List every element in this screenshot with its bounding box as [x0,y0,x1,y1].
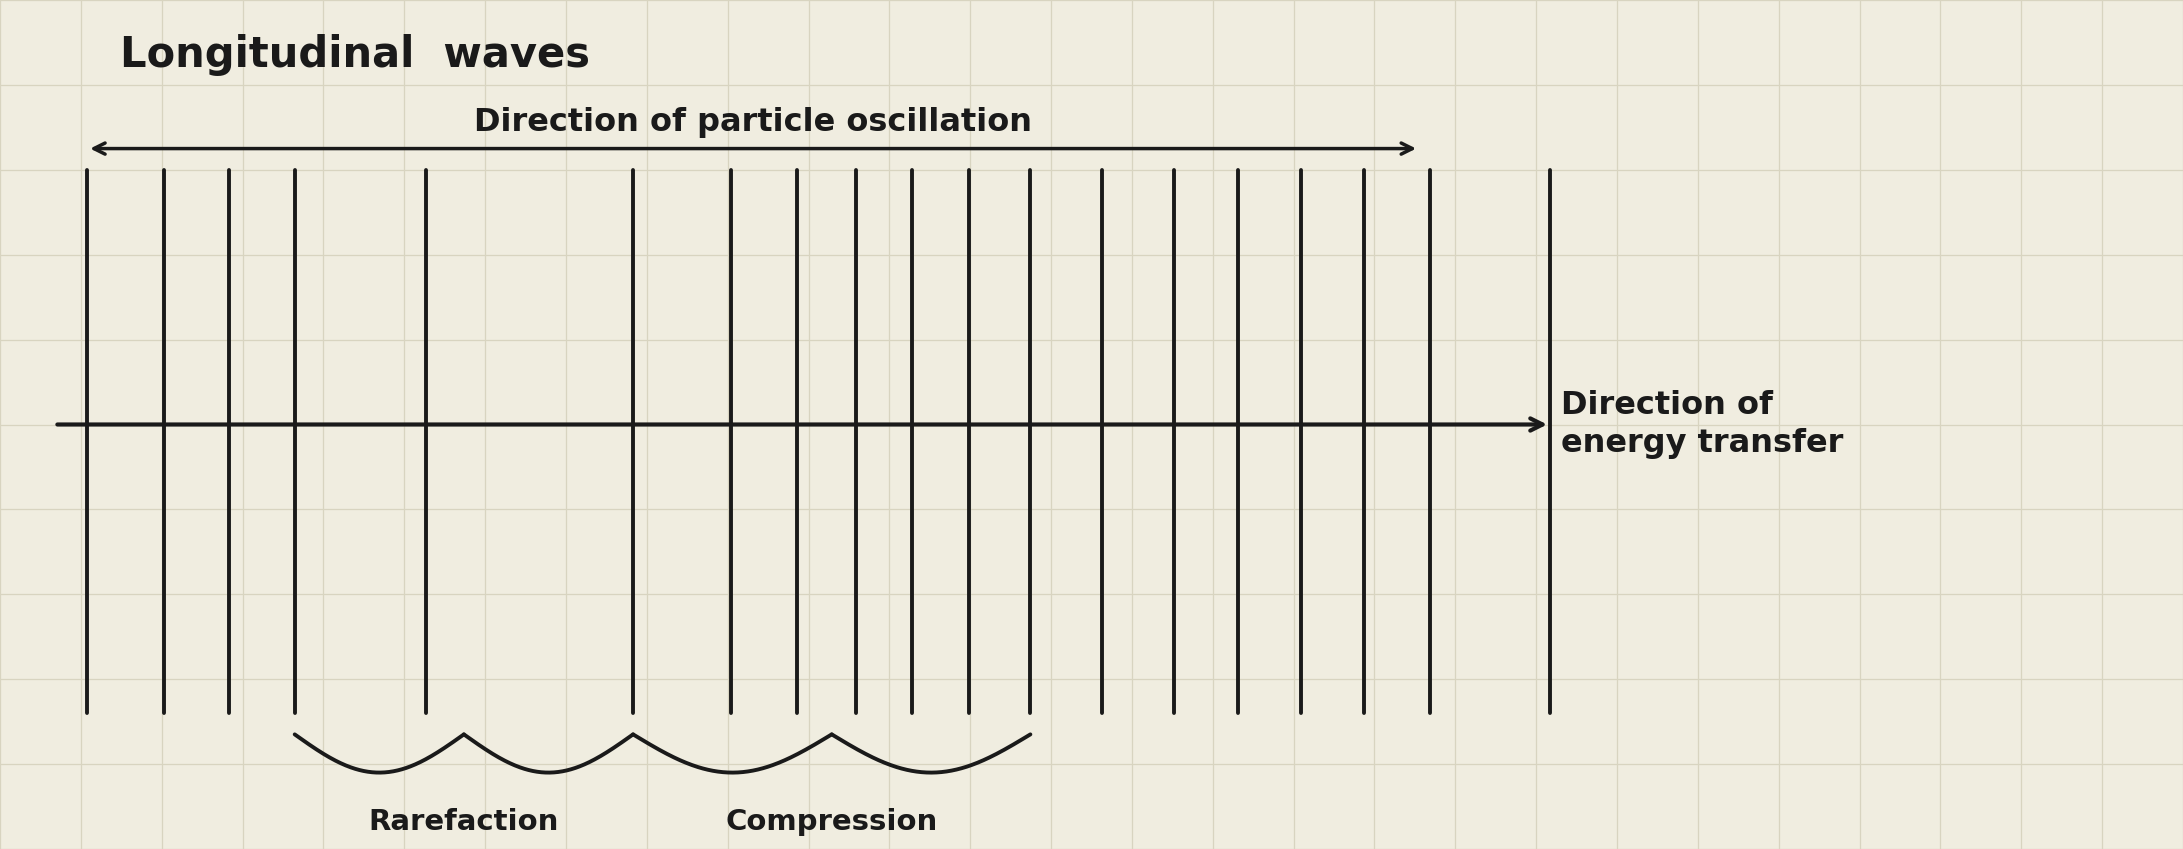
Text: Compression: Compression [725,808,939,836]
Text: Direction of particle oscillation: Direction of particle oscillation [474,106,1033,138]
Text: Rarefaction: Rarefaction [369,808,559,836]
Text: Direction of
energy transfer: Direction of energy transfer [1561,390,1842,459]
Text: Longitudinal  waves: Longitudinal waves [120,35,589,76]
